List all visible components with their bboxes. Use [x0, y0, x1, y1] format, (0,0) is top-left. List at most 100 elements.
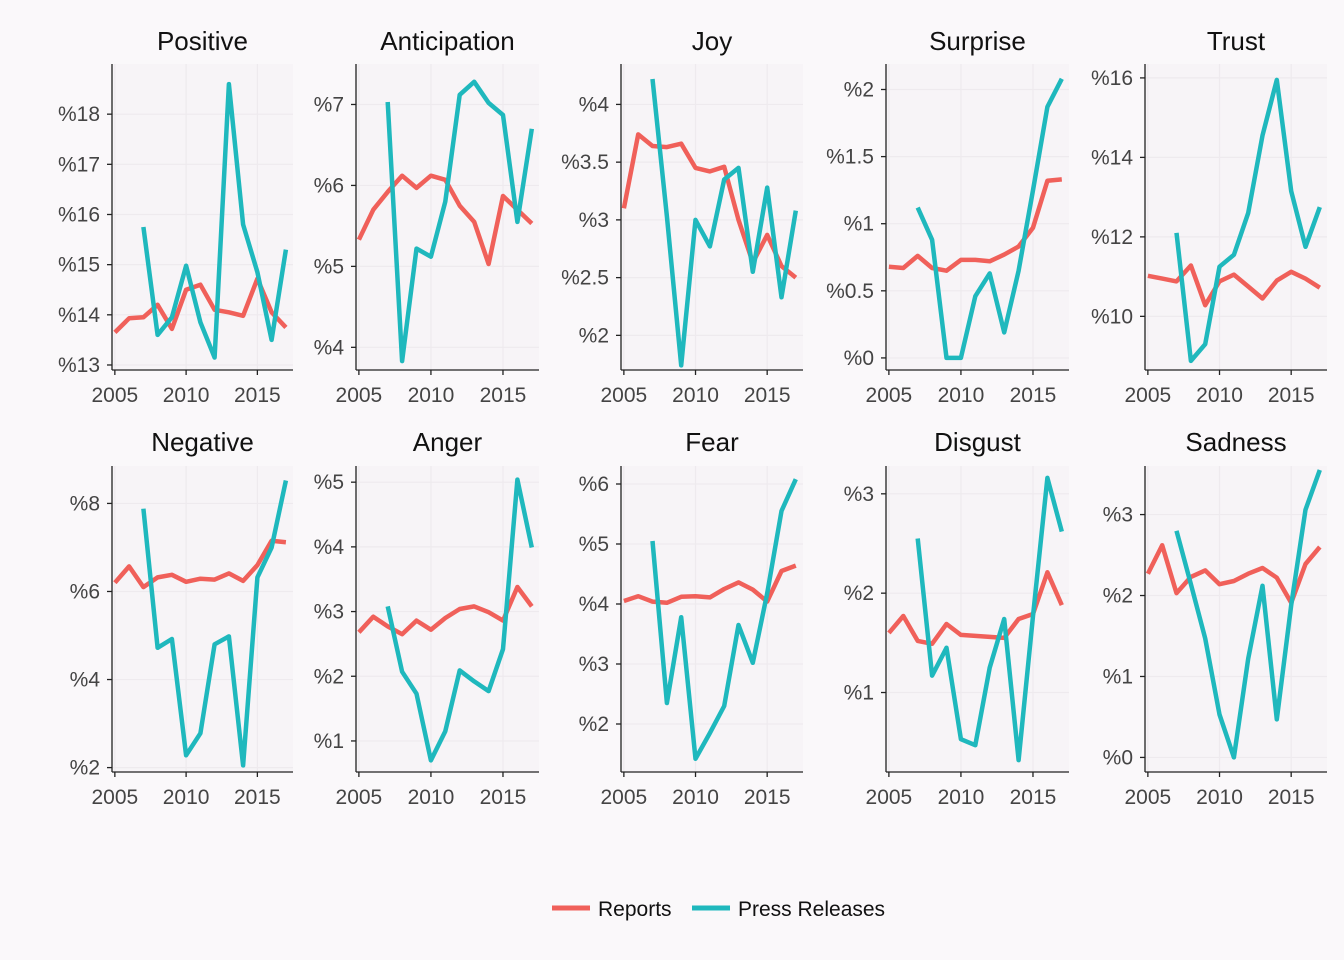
- x-tick-label: 2015: [480, 384, 527, 407]
- y-tick-label: %16: [1091, 67, 1133, 90]
- panel-sadness: Sadness %0 %1 %2 %3 2005 2010 2015: [1103, 427, 1327, 809]
- y-tick-label: %2: [579, 713, 609, 736]
- panel-surprise: Surprise %0 %0.5 %1 %1.5 %2 2005 2010 2015: [826, 26, 1069, 407]
- x-tick-label: 2015: [1268, 786, 1315, 809]
- panel-title: Sadness: [1185, 427, 1286, 457]
- y-tick-label: %0: [1103, 746, 1133, 769]
- gridlines: [356, 466, 539, 772]
- plot-background: [1145, 466, 1327, 772]
- y-tick-label: %18: [58, 103, 100, 126]
- gridlines: [886, 466, 1069, 772]
- plot-background: [621, 466, 803, 772]
- y-tick-label: %2: [314, 665, 344, 688]
- x-tick-label: 2005: [866, 384, 913, 407]
- y-tick-label: %2: [844, 582, 874, 605]
- panel-title: Fear: [685, 427, 739, 457]
- panel-title: Trust: [1207, 26, 1266, 56]
- y-tick-label: %14: [1091, 146, 1133, 169]
- x-tick-label: 2010: [938, 786, 985, 809]
- x-tick-label: 2005: [1125, 786, 1172, 809]
- x-tick-label: 2010: [408, 384, 455, 407]
- y-tick-label: %0.5: [826, 280, 874, 303]
- x-tick-label: 2015: [1010, 384, 1057, 407]
- x-tick-label: 2015: [1010, 786, 1057, 809]
- panel-positive: Positive %13 %14 %15 %16 %17 %18 2005 2010 2015: [58, 26, 293, 407]
- y-tick-label: %4: [314, 536, 345, 559]
- x-tick-label: 2010: [938, 384, 985, 407]
- y-tick-label: %3: [314, 601, 344, 624]
- y-tick-label: %12: [1091, 226, 1133, 249]
- y-tick-label: %15: [58, 254, 100, 277]
- gridlines: [112, 64, 293, 370]
- legend: Reports Press Releases: [552, 898, 885, 921]
- panel-title: Positive: [157, 26, 248, 56]
- x-tick-label: 2010: [408, 786, 455, 809]
- panel-anticipation: Anticipation %4 %5 %6 %7 2005 2010 2015: [314, 26, 539, 407]
- series-line-reports: [113, 538, 287, 590]
- panel-joy: Joy %2 %2.5 %3 %3.5 %4 2005 2010 2015: [561, 26, 803, 407]
- gridlines: [112, 466, 293, 772]
- panel-disgust: Disgust %1 %2 %3 2005 2010 2015: [844, 427, 1069, 809]
- legend-label-reports: Reports: [598, 898, 672, 921]
- series-line-reports: [1147, 263, 1322, 308]
- y-tick-label: %7: [314, 93, 344, 116]
- x-tick-label: 2015: [744, 384, 791, 407]
- series-line-press-releases: [1174, 469, 1322, 760]
- y-tick-label: %1: [844, 682, 874, 705]
- y-tick-label: %3: [579, 209, 609, 232]
- panel-title: Surprise: [929, 26, 1026, 56]
- y-tick-label: %0: [844, 347, 874, 370]
- y-tick-label: %3: [579, 653, 609, 676]
- y-tick-label: %6: [579, 473, 609, 496]
- gridlines: [1145, 64, 1327, 370]
- plot-background: [621, 64, 803, 370]
- series-line-reports: [621, 132, 798, 280]
- y-tick-label: %2: [70, 757, 100, 780]
- y-tick-label: %2: [1103, 585, 1133, 608]
- panel-trust: Trust %10 %12 %14 %16 2005 2010 2015: [1091, 26, 1327, 407]
- series-line-press-releases: [385, 477, 535, 763]
- series-line-reports: [356, 173, 534, 267]
- x-tick-label: 2005: [866, 786, 913, 809]
- series-line-press-releases: [915, 475, 1064, 763]
- y-tick-label: %1: [1103, 665, 1133, 688]
- series-line-press-releases: [650, 478, 798, 762]
- x-tick-label: 2010: [163, 786, 210, 809]
- y-tick-label: %3: [1103, 504, 1133, 527]
- y-tick-label: %6: [314, 174, 344, 197]
- series-line-press-releases: [141, 81, 289, 360]
- plot-background: [356, 64, 539, 370]
- x-tick-label: 2010: [672, 384, 719, 407]
- y-tick-label: %10: [1091, 305, 1133, 328]
- y-tick-label: %14: [58, 304, 100, 327]
- y-tick-label: %4: [579, 593, 610, 616]
- series-line-press-releases: [650, 78, 799, 368]
- series-line-press-releases: [1174, 77, 1322, 364]
- y-tick-label: %17: [58, 153, 100, 176]
- series-line-reports: [888, 177, 1063, 273]
- y-tick-label: %2: [844, 79, 874, 102]
- y-tick-label: %3.5: [561, 151, 609, 174]
- x-tick-label: 2005: [336, 384, 383, 407]
- x-tick-label: 2005: [91, 786, 138, 809]
- x-tick-label: 2010: [1196, 786, 1243, 809]
- y-tick-label: %16: [58, 203, 100, 226]
- gridlines: [886, 64, 1069, 370]
- x-tick-label: 2005: [336, 786, 383, 809]
- legend-label-press-releases: Press Releases: [738, 898, 885, 921]
- y-tick-label: %8: [70, 492, 100, 515]
- y-tick-label: %4: [579, 93, 610, 116]
- y-tick-label: %5: [314, 255, 344, 278]
- y-tick-label: %1.5: [826, 146, 874, 169]
- y-tick-label: %2.5: [561, 267, 609, 290]
- plot-background: [886, 64, 1069, 370]
- x-tick-label: 2010: [1196, 384, 1243, 407]
- panel-title: Joy: [692, 26, 732, 56]
- y-tick-label: %13: [58, 354, 100, 377]
- y-tick-label: %6: [70, 580, 100, 603]
- x-tick-label: 2015: [744, 786, 791, 809]
- x-tick-label: 2005: [601, 384, 648, 407]
- gridlines: [621, 466, 803, 772]
- panel-title: Negative: [151, 427, 254, 457]
